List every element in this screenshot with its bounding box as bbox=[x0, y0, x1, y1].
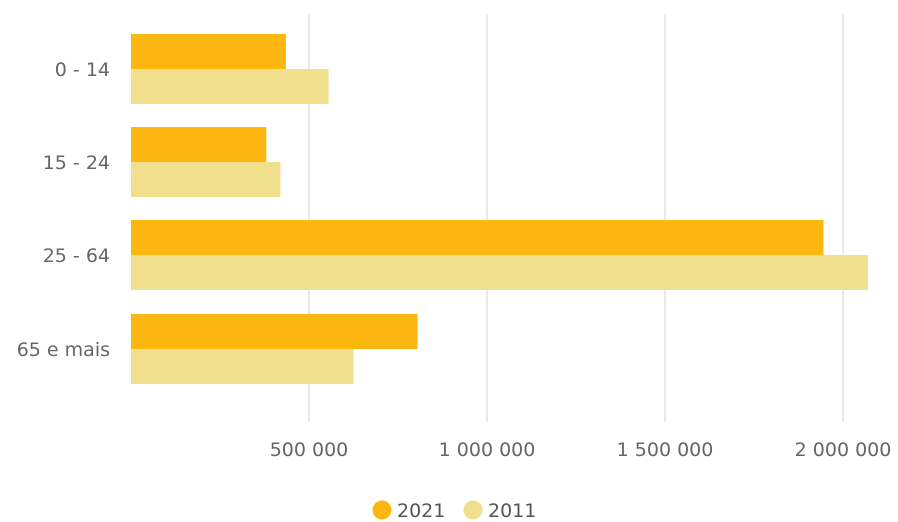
y-axis-labels: 0 - 14 15 - 24 25 - 64 65 e mais bbox=[17, 59, 110, 361]
bar-2011-0 bbox=[131, 69, 329, 104]
y-category-label: 15 - 24 bbox=[43, 152, 110, 174]
bar-2021-0 bbox=[131, 34, 286, 69]
y-category-label: 25 - 64 bbox=[43, 245, 110, 267]
x-tick-label: 2 000 000 bbox=[795, 439, 892, 461]
bar-2011-1 bbox=[131, 162, 281, 197]
bar-2021-2 bbox=[131, 220, 824, 255]
legend-swatch-2021 bbox=[372, 500, 392, 520]
y-category-label: 0 - 14 bbox=[55, 59, 110, 81]
x-axis-labels: 500 000 1 000 000 1 500 000 2 000 000 bbox=[270, 439, 892, 461]
bar-2021-1 bbox=[131, 127, 267, 162]
bar-2011-3 bbox=[131, 349, 354, 384]
bar-2011-2 bbox=[131, 255, 868, 290]
bars bbox=[131, 34, 868, 384]
gridlines bbox=[308, 14, 844, 422]
bar-2021-3 bbox=[131, 314, 418, 349]
legend-swatch-2011 bbox=[463, 500, 483, 520]
x-tick-label: 1 500 000 bbox=[617, 439, 714, 461]
x-tick-label: 1 000 000 bbox=[439, 439, 536, 461]
legend: 2021 2011 bbox=[372, 500, 536, 522]
x-tick-label: 500 000 bbox=[270, 439, 349, 461]
legend-label-2021: 2021 bbox=[397, 500, 445, 522]
y-category-label: 65 e mais bbox=[17, 339, 110, 361]
legend-label-2011: 2011 bbox=[488, 500, 536, 522]
